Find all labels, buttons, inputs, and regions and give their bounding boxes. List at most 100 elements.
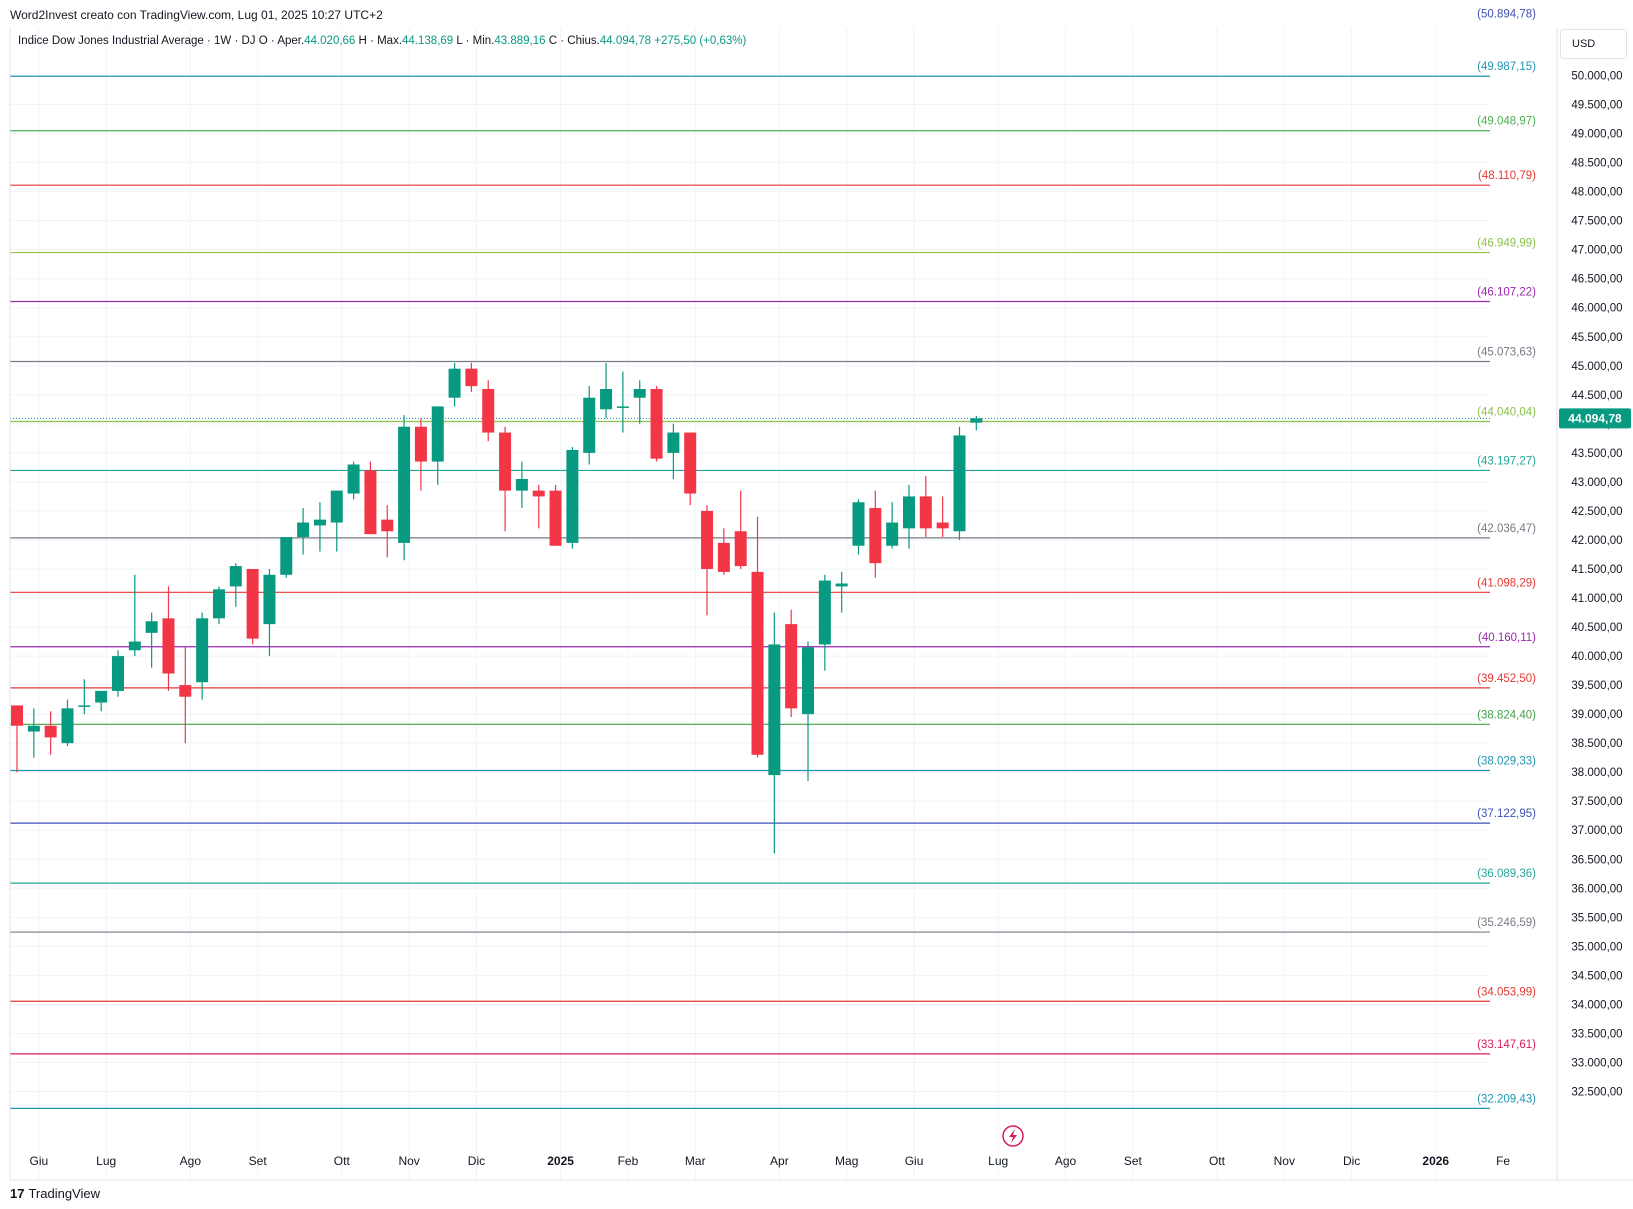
candle[interactable] <box>684 432 697 506</box>
lightning-icon[interactable] <box>1002 1125 1024 1147</box>
price-tick-label: 40.000,00 <box>1571 651 1622 663</box>
price-tick-label: 47.500,00 <box>1571 216 1622 228</box>
candle[interactable] <box>212 586 225 625</box>
candle-body <box>246 568 259 639</box>
candle[interactable] <box>768 612 781 854</box>
candle-body <box>297 522 310 538</box>
price-tick-label: 36.500,00 <box>1571 854 1622 866</box>
candle[interactable] <box>381 505 394 558</box>
candle[interactable] <box>852 499 865 555</box>
candle[interactable] <box>549 484 562 546</box>
price-tick-label: 34.500,00 <box>1571 970 1622 982</box>
time-tick-label: Apr <box>770 1154 789 1168</box>
candle[interactable] <box>145 612 158 668</box>
candle[interactable] <box>263 568 276 657</box>
candle[interactable] <box>566 447 579 549</box>
candle[interactable] <box>196 612 209 700</box>
candle[interactable] <box>667 423 680 479</box>
candle[interactable] <box>802 641 815 781</box>
chart-attribution: Word2Invest creato con TradingView.com, … <box>10 8 383 22</box>
candle-body <box>583 397 596 453</box>
candle[interactable] <box>364 461 377 535</box>
candle[interactable] <box>61 699 74 747</box>
candle[interactable] <box>650 386 663 462</box>
candle[interactable] <box>431 406 444 485</box>
candle[interactable] <box>27 708 40 758</box>
current-price-text: 44.094,78 <box>1568 411 1622 425</box>
candle[interactable] <box>78 679 91 715</box>
candle[interactable] <box>936 496 949 538</box>
candle[interactable] <box>717 528 730 575</box>
candle[interactable] <box>953 426 966 540</box>
candle[interactable] <box>330 490 343 552</box>
open-label: O <box>258 35 268 47</box>
candle-body <box>835 583 848 587</box>
symbol-legend[interactable]: Indice Dow Jones Industrial Average · 1W… <box>18 35 747 47</box>
candle[interactable] <box>11 705 23 773</box>
candle[interactable] <box>465 362 478 392</box>
level-label: (35.246,59) <box>1477 917 1536 929</box>
candle[interactable] <box>515 461 528 509</box>
time-axis[interactable]: Giu Lug Ago Set Ott Nov Dic 2025 Feb Mar Apr Mag Giu… <box>30 1154 1511 1168</box>
candle[interactable] <box>734 490 747 569</box>
time-tick-label: Dic <box>1343 1154 1360 1168</box>
current-price-tag: 44.094,78 <box>1559 408 1631 429</box>
level-label: (50.894,78) <box>1477 9 1536 21</box>
candle[interactable] <box>902 484 915 549</box>
candle[interactable] <box>835 571 848 613</box>
candle[interactable] <box>785 609 798 718</box>
price-tick-label: 32.500,00 <box>1571 1087 1622 1099</box>
tradingview-logo[interactable]: 17 TradingView <box>10 1186 100 1201</box>
candle[interactable] <box>414 418 427 491</box>
candle[interactable] <box>246 568 259 645</box>
time-tick-label: Set <box>1124 1154 1143 1168</box>
candle-body <box>27 725 40 732</box>
level-label: (46.107,22) <box>1477 287 1536 299</box>
candle-body <box>44 725 57 738</box>
time-tick-label: Giu <box>905 1154 924 1168</box>
candle[interactable] <box>179 647 192 744</box>
candle[interactable] <box>128 574 141 657</box>
candle-body <box>414 426 427 462</box>
candle[interactable] <box>482 380 495 442</box>
candle[interactable] <box>280 537 293 578</box>
candle[interactable] <box>95 690 108 712</box>
currency-selector[interactable] <box>1560 29 1627 59</box>
candle-body <box>532 490 545 497</box>
high-prefix: Max. <box>377 35 403 47</box>
candle[interactable] <box>886 502 899 549</box>
candle[interactable] <box>499 426 512 532</box>
price-tick-label: 33.000,00 <box>1571 1057 1622 1069</box>
time-tick-label: Ago <box>180 1154 202 1168</box>
candle[interactable] <box>869 490 882 578</box>
candle[interactable] <box>111 650 124 697</box>
candle[interactable] <box>818 574 831 671</box>
time-tick-label: 2026 <box>1422 1154 1449 1168</box>
high-label: H <box>358 35 367 47</box>
candle[interactable] <box>751 516 764 758</box>
candle[interactable] <box>347 461 360 500</box>
candle[interactable] <box>398 415 411 561</box>
currency-label[interactable]: USD <box>1572 38 1596 50</box>
price-tick-label: 39.500,00 <box>1571 680 1622 692</box>
candle[interactable] <box>970 415 983 431</box>
candle[interactable] <box>448 362 461 407</box>
candle[interactable] <box>297 508 310 555</box>
level-label: (48.110,79) <box>1478 170 1536 182</box>
candle[interactable] <box>633 380 646 424</box>
price-tick-label: 35.500,00 <box>1571 912 1622 924</box>
candle[interactable] <box>229 563 242 607</box>
candle[interactable] <box>583 386 596 465</box>
level-labels: (50.894,78) (49.987,15) (49.048,97) (48.110… <box>1477 9 1536 1106</box>
candle[interactable] <box>919 476 932 538</box>
candle[interactable] <box>313 502 326 552</box>
candlesticks[interactable] <box>11 362 983 854</box>
candle[interactable] <box>44 711 57 755</box>
candle[interactable] <box>600 362 613 419</box>
candle[interactable] <box>701 505 714 616</box>
candle[interactable] <box>616 371 629 433</box>
candle[interactable] <box>532 484 545 529</box>
candle[interactable] <box>162 586 175 691</box>
level-label: (41.098,29) <box>1477 577 1536 589</box>
